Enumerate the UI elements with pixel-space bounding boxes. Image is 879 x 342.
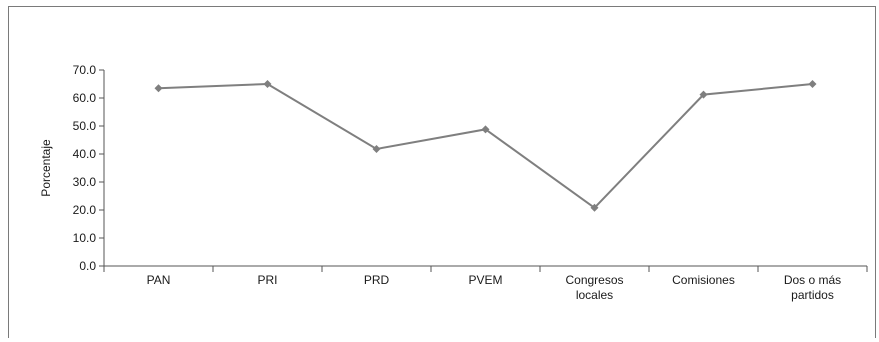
y-tick-labels: 0.0 10.0 20.0 30.0 40.0 50.0 60.0 70.0 (73, 63, 97, 273)
x-tick-label: PRD (364, 273, 390, 287)
data-point (699, 90, 708, 99)
y-tick-label: 40.0 (73, 147, 97, 161)
y-tick-label: 10.0 (73, 231, 97, 245)
y-tick-label: 20.0 (73, 203, 97, 217)
x-tick-label: PAN (147, 273, 171, 287)
data-point (481, 125, 490, 134)
series-polyline (158, 82, 813, 210)
y-tick-label: 60.0 (73, 91, 97, 105)
x-tick-label: PVEM (468, 273, 502, 287)
data-point (263, 80, 272, 88)
data-point (154, 84, 163, 93)
data-point (808, 80, 817, 88)
data-point (372, 144, 381, 153)
x-tick-label: Dos o más partidos (784, 273, 841, 302)
y-axis-title: Porcentaje (39, 139, 53, 197)
y-tick-label: 0.0 (79, 259, 96, 273)
x-tick-label: PRI (257, 273, 277, 287)
x-tick-labels: PAN PRI PRD PVEM Congresos locales Comisiones D… (147, 273, 842, 302)
data-point (590, 203, 599, 212)
chart-frame (8, 6, 876, 338)
y-tick-label: 30.0 (73, 175, 97, 189)
y-tick-label: 50.0 (73, 119, 97, 133)
series-line (154, 80, 817, 212)
chart-axes (99, 69, 868, 272)
x-tick-label: Comisiones (672, 273, 735, 287)
y-tick-label: 70.0 (73, 63, 97, 77)
x-tick-label: Congresos locales (565, 273, 623, 302)
